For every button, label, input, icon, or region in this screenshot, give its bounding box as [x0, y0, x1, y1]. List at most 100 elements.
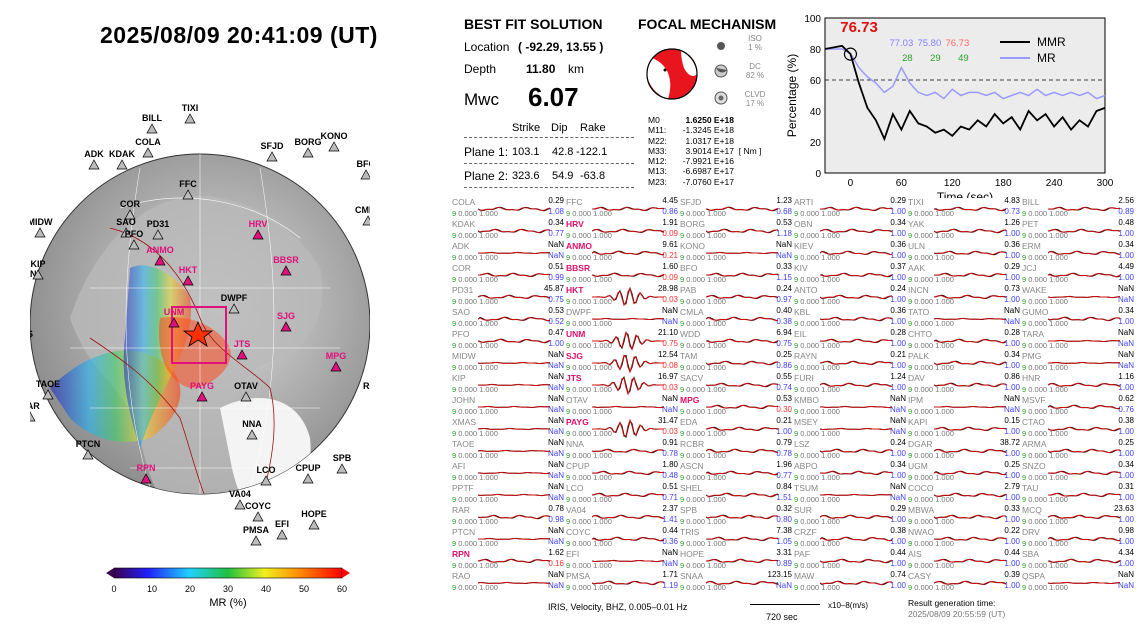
station-name: SBA [1022, 549, 1040, 559]
waveform-synthetic [1048, 514, 1120, 519]
station-subrow: 9 0.000 1.000 [794, 407, 840, 416]
station-subrow: 9 0.000 1.000 [452, 275, 498, 284]
waveform-synthetic [934, 294, 1006, 299]
station-waveform [934, 382, 1006, 388]
station-name: ANTO [794, 285, 818, 295]
station-name: CMLA [680, 307, 704, 317]
waveform-synthetic [478, 383, 550, 386]
station-cell-pmsa: PMSA 1.71 1.19 9 0.000 1.000 [566, 570, 678, 593]
waveform-synthetic [478, 558, 550, 563]
station-waveform [478, 493, 550, 497]
legend-label: MR [1037, 51, 1056, 65]
station-subrow: 9 0.000 1.000 [452, 429, 498, 438]
station-cell-wake: WAKE NaN NaN 9 0.000 1.000 [1022, 284, 1134, 307]
station-subrow: 9 0.000 1.000 [794, 473, 840, 482]
station-waveform [820, 294, 892, 300]
waveform-synthetic [1048, 339, 1120, 343]
station-subrow: 9 0.000 1.000 [908, 209, 954, 218]
map-station-midw: MIDW [30, 217, 53, 238]
station-cell-adk: ADK NaN NaN 9 0.000 1.000 [452, 240, 564, 263]
station-amplitude: NaN [1117, 328, 1134, 337]
station-amplitude: 4.83 [1004, 196, 1020, 205]
station-mr: 0.71 [662, 493, 678, 502]
station-waveform [934, 317, 1006, 321]
station-waveform [706, 338, 778, 344]
station-mr: NaN [547, 405, 564, 414]
station-subrow: 9 0.000 1.000 [452, 385, 498, 394]
station-cell-cola: COLA 0.29 1.08 9 0.000 1.000 [452, 196, 564, 219]
station-amplitude: 1.23 [776, 196, 792, 205]
station-cell-paf: PAF 0.44 1.00 9 0.000 1.000 [794, 548, 906, 571]
station-mr: 1.00 [1004, 559, 1020, 568]
station-subrow: 9 0.000 1.000 [566, 517, 612, 526]
plane2-strike: 323.6 [512, 170, 540, 182]
waveform-synthetic [478, 338, 550, 344]
station-amplitude: 0.29 [890, 196, 906, 205]
station-name: TSUM [794, 483, 819, 493]
station-waveform [820, 536, 892, 542]
station-cell-palk: PALK 0.34 1.00 9 0.000 1.000 [908, 350, 1020, 373]
station-amplitude: 0.33 [1004, 504, 1020, 513]
divider [464, 163, 634, 164]
station-subrow: 9 0.000 1.000 [452, 495, 498, 504]
station-name: MSEY [794, 417, 819, 427]
waveform-synthetic [820, 295, 892, 300]
station-subrow: 9 0.000 1.000 [908, 539, 954, 548]
station-subrow: 9 0.000 1.000 [680, 297, 726, 306]
map-station-rcbr: RCBR [363, 381, 370, 391]
station-mr: 0.77 [776, 471, 792, 480]
station-cell-nna: NNA 0.91 0.78 9 0.000 1.000 [566, 438, 678, 461]
station-name: PTCN [452, 527, 476, 537]
station-waveform [706, 426, 778, 432]
station-mr: 0.30 [776, 405, 792, 414]
map-station-jts: JTS [234, 339, 250, 360]
station-name: AIS [908, 549, 922, 559]
station-name: ASCN [680, 461, 704, 471]
station-cell-cor: COR 0.51 0.99 9 0.000 1.000 [452, 262, 564, 285]
station-amplitude: NaN [1117, 350, 1134, 359]
station-name: COYC [566, 527, 591, 537]
station-name: NNA [566, 439, 584, 449]
map-station-label: FFC [179, 179, 197, 189]
station-name: BFO [680, 263, 698, 273]
map-station-label: RCBR [363, 381, 370, 391]
map-station-label: COR [120, 199, 141, 209]
waveform-synthetic [706, 361, 778, 366]
station-mr: 1.00 [776, 427, 792, 436]
waveform-synthetic [820, 427, 892, 431]
station-amplitude: 0.73 [1004, 284, 1020, 293]
station-mr: 1.00 [1118, 515, 1134, 524]
station-name: LSZ [794, 439, 810, 449]
station-mr: 0.03 [662, 295, 678, 304]
waveform-synthetic [934, 229, 1006, 234]
map-station-hope: HOPE [301, 509, 327, 530]
waveform-synthetic [592, 580, 664, 586]
station-subrow: 9 0.000 1.000 [680, 385, 726, 394]
station-name: CTAO [1022, 417, 1045, 427]
station-cell-chto: CHTO 0.28 1.00 9 0.000 1.000 [908, 328, 1020, 351]
station-amplitude: 9.61 [662, 240, 678, 249]
station-cell-shel: SHEL 0.84 1.51 9 0.000 1.000 [680, 482, 792, 505]
colorbar-label: MR (%) [209, 597, 246, 609]
tensor-key: M33: [648, 145, 667, 156]
station-amplitude: 0.79 [776, 438, 792, 447]
waveform-synthetic [934, 580, 1006, 585]
station-amplitude: NaN [1003, 306, 1020, 315]
waveform-synthetic [934, 207, 1006, 212]
station-cell-drv: DRV 0.98 1.00 9 0.000 1.000 [1022, 526, 1134, 549]
station-cell-pab: PAB 0.24 0.97 9 0.000 1.000 [680, 284, 792, 307]
tensor-key: M23: [648, 176, 667, 187]
station-name: SAO [452, 307, 470, 317]
waveform-synthetic [592, 514, 664, 520]
station-name: BBSR [566, 263, 591, 273]
station-cell-aak: AAK 0.29 1.00 9 0.000 1.000 [908, 262, 1020, 285]
station-waveform [1048, 250, 1120, 256]
station-waveform [592, 331, 664, 351]
map-station-taoe: TAOE [36, 379, 60, 400]
station-subrow: 9 0.000 1.000 [908, 275, 954, 284]
station-mr: 1.00 [1118, 229, 1134, 238]
station-subrow: 9 0.000 1.000 [452, 297, 498, 306]
station-name: PAF [794, 549, 810, 559]
station-amplitude: 6.94 [776, 328, 792, 337]
waveform-synthetic [1048, 272, 1120, 278]
